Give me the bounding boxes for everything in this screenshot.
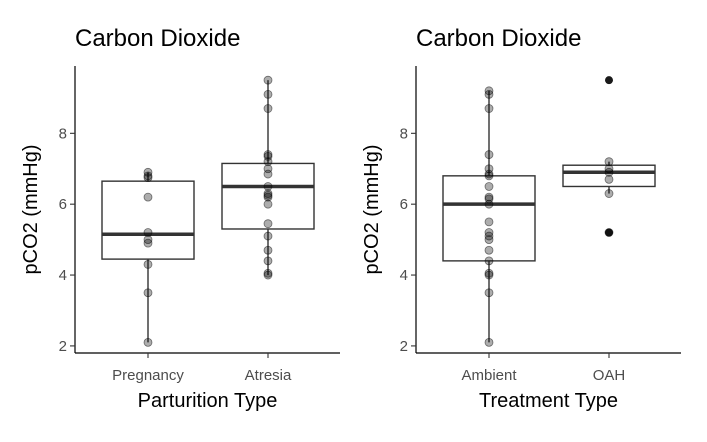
panel-2-y-axis-label: pCO2 (mmHg) [361, 144, 383, 274]
panel-2-x-tick-label-oah: OAH [593, 367, 626, 384]
panel-2-data-point-oah [604, 157, 614, 167]
panel-1-y-tick-label: 2 [59, 338, 67, 355]
panel-1-box-pregnancy [101, 180, 195, 260]
panel-1-data-point-atresia [263, 75, 273, 85]
panel-1-data-point-atresia [263, 199, 273, 209]
panel-2-x-tick-label-ambient: Ambient [461, 367, 517, 384]
panel-1-x-axis-label: Parturition Type [138, 390, 278, 412]
panel-1-y-tick-label: 4 [59, 267, 67, 284]
panel-1-y-tick-label: 6 [59, 196, 67, 213]
panel-2-y-tick-label: 6 [400, 196, 408, 213]
panel-1-data-point-atresia [263, 256, 273, 266]
panel-2-data-point-ambient [484, 337, 494, 347]
panel-1-data-point-atresia [263, 89, 273, 99]
panel-1-x-tick-label-atresia: Atresia [245, 367, 292, 384]
panel-1-data-point-pregnancy [143, 171, 153, 181]
panel-1-data-point-atresia [263, 182, 273, 191]
panel-2-data-point-ambient [484, 150, 494, 159]
panel-1-data-point-atresia [263, 150, 273, 159]
panel-2-y-tick-label: 4 [400, 267, 408, 284]
panel-2-box-ambient [442, 175, 536, 262]
panel-1-data-point-pregnancy [143, 238, 153, 248]
panel-1-y-tick-label: 8 [59, 125, 67, 142]
panel-2-y-tick-label: 2 [400, 338, 408, 355]
panel-1-data-point-atresia [263, 268, 273, 278]
panel-2-data-point-ambient [484, 235, 494, 245]
panel-2-data-point-ambient [484, 228, 494, 237]
panel-2-data-point-ambient [484, 268, 494, 278]
panel-2-data-point-ambient [484, 164, 494, 174]
panel-2-data-point-oah [604, 167, 614, 177]
panel-1-data-point-atresia [263, 189, 273, 198]
panel-2-data-point-ambient [484, 86, 494, 96]
panel-1-data-point-atresia [263, 164, 273, 174]
panel-1-data-point-pregnancy [143, 228, 153, 237]
panel-2-data-point-ambient [484, 231, 494, 241]
panel-2-data-point-ambient [484, 217, 494, 227]
panel-2-data-point-ambient [484, 182, 494, 191]
panel-1-y-axis-label: pCO2 (mmHg) [20, 144, 42, 274]
panel-1-data-point-pregnancy [143, 235, 153, 245]
panel-2-data-point-ambient [484, 104, 494, 113]
panel-2-data-point-ambient [484, 89, 494, 99]
panel-1-title: Carbon Dioxide [75, 25, 240, 52]
panel-1-box-atresia [221, 162, 315, 230]
panel-2-data-point-oah [604, 164, 614, 174]
panel-1-data-point-pregnancy [143, 337, 153, 347]
panel-1-data-point-atresia [263, 231, 273, 241]
panel-1-data-point-pregnancy [143, 167, 153, 177]
panel-1-data-point-pregnancy [143, 192, 153, 202]
panel-2-y-tick-label: 8 [400, 125, 408, 142]
panel-2-x-axis-label: Treatment Type [479, 390, 618, 412]
panel-1-data-point-atresia [263, 219, 273, 229]
panel-1-data-point-atresia [263, 104, 273, 113]
panel-2-data-point-oah [604, 174, 614, 184]
panel-2-title: Carbon Dioxide [416, 25, 581, 52]
panel-1-data-point-pregnancy [143, 260, 153, 269]
panel-2-data-point-oah [604, 189, 614, 198]
panel-2-outlier-point [605, 228, 613, 237]
panel-1-x-tick-label-pregnancy: Pregnancy [112, 367, 184, 384]
panel-2-box-oah [562, 164, 656, 188]
panel-1-data-point-atresia [263, 245, 273, 255]
panel-1-data-point-pregnancy [143, 288, 153, 298]
panel-2-data-point-ambient [484, 256, 494, 266]
panel-2-data-point-ambient [484, 245, 494, 255]
panel-2-data-point-oah [604, 228, 614, 237]
panel-2-outlier-point [605, 76, 613, 85]
panel-2-data-point-ambient [484, 192, 494, 202]
panel-2-data-point-ambient [484, 288, 494, 298]
